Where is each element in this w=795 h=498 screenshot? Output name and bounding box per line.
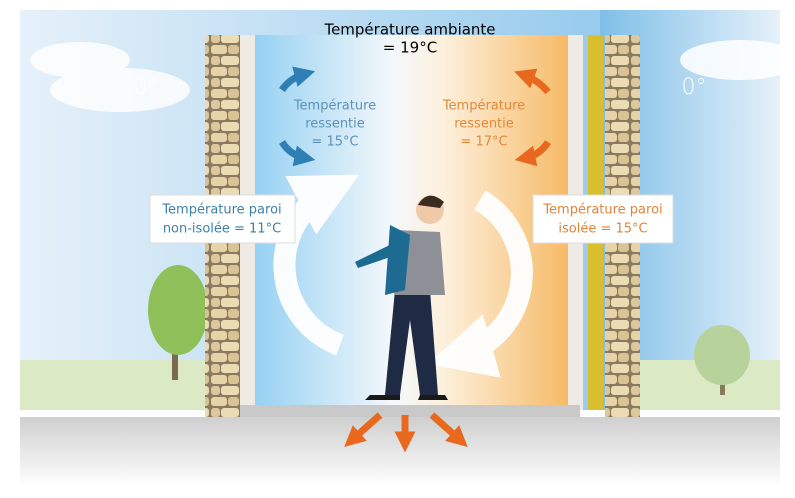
illustration: Température ambiante = 19°C 0° 0° Tempér… bbox=[0, 0, 795, 498]
wall-insulated: Température paroi bbox=[542, 203, 662, 218]
wall-uninsulated: Température paroi bbox=[161, 203, 281, 218]
felt-warm: = 17°C bbox=[460, 135, 507, 150]
ground bbox=[20, 417, 780, 487]
felt-warm: ressentie bbox=[454, 117, 514, 132]
felt-cold: = 15°C bbox=[311, 135, 358, 150]
ambient-title: Température ambiante bbox=[323, 21, 495, 39]
felt-cold: Température bbox=[293, 99, 376, 114]
wall-insulated: isolée = 15°C bbox=[558, 222, 647, 237]
outside-temp: 0° bbox=[134, 75, 159, 100]
felt-cold: ressentie bbox=[305, 117, 365, 132]
ambient-title: = 19°C bbox=[383, 39, 437, 57]
wall-uninsulated: non-isolée = 11°C bbox=[163, 222, 281, 237]
grass-left bbox=[20, 360, 220, 410]
outside-temp: 0° bbox=[682, 75, 707, 100]
felt-warm: Température bbox=[442, 99, 525, 114]
floor-slab bbox=[240, 405, 580, 417]
